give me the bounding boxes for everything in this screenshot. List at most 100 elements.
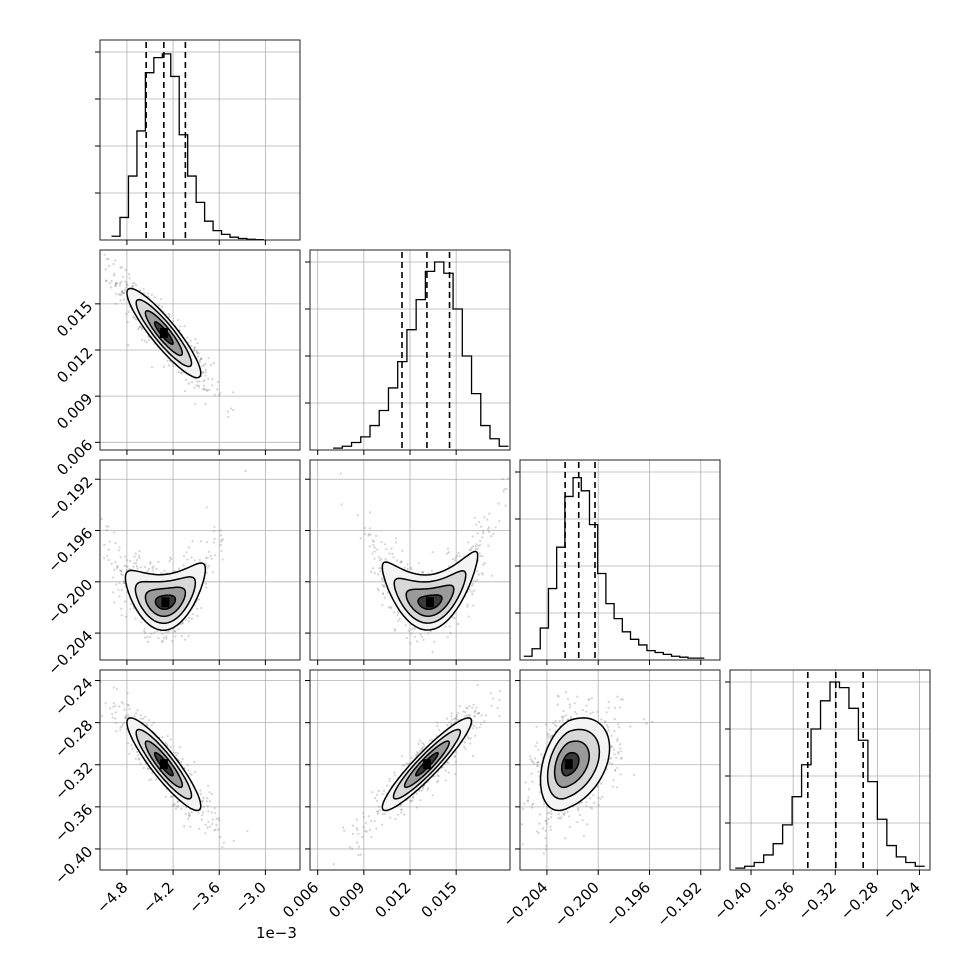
pair-1-0-point (140, 327, 143, 330)
pair-2-1-point (364, 532, 367, 535)
pair-3-2-point (549, 825, 552, 828)
pair-3-0-point (201, 814, 204, 817)
pair-3-0-point (166, 735, 169, 738)
pair-1-0-point (183, 389, 187, 393)
pair-3-0-point (188, 814, 191, 817)
pair-3-1-point (374, 797, 377, 800)
pair-3-0-point (128, 752, 131, 755)
pair-3-0-point (146, 768, 149, 771)
pair-3-1-point (450, 722, 453, 725)
pair-2-0-point (205, 506, 208, 509)
pair-1-0-point (183, 325, 186, 328)
pair-3-2-point (569, 715, 573, 718)
pair-3-0-point (137, 758, 140, 761)
pair-3-1-point (436, 781, 439, 784)
y-tick-label-3-4: −0.24 (51, 674, 96, 719)
pair-3-0-point (207, 820, 210, 823)
pair-2-0-point (205, 564, 208, 567)
hist-2-frame (519, 459, 721, 661)
pair-2-1-point (395, 537, 398, 540)
pair-3-0-point (136, 754, 140, 757)
pair-3-0-point (109, 707, 112, 710)
pair-1-0-point (115, 281, 118, 284)
pair-2-0-point (206, 556, 209, 559)
pair-3-0-point (206, 805, 209, 808)
pair-2-1-point (466, 605, 469, 608)
y-tick-label-3-0: −0.40 (51, 843, 96, 888)
x-tick-label-2-3: −0.192 (653, 878, 705, 930)
pair-3-0-point (199, 789, 202, 792)
pair-3-0-point (183, 825, 186, 828)
pair-3-1-point (371, 791, 374, 794)
pair-2-1-point (363, 526, 366, 530)
pair-3-0-point (211, 818, 214, 821)
pair-3-2-point (534, 745, 537, 748)
pair-2-1-point (502, 490, 505, 493)
pair-2-1-point (487, 544, 490, 547)
pair-1-0-point (116, 282, 119, 285)
pair-3-2-point (568, 815, 571, 818)
pair-3-0-point (122, 702, 125, 705)
pair-3-2-point (599, 797, 602, 800)
pair-3-2-point (616, 766, 619, 770)
pair-3-1-point (458, 705, 461, 708)
pair-3-1-point (373, 820, 376, 823)
pair-1-0-point (206, 389, 209, 392)
pair-2-0-point (153, 631, 156, 634)
pair-2-0-point (107, 558, 110, 562)
pair-3-2-point (532, 802, 535, 805)
pair-2-0-point (187, 616, 191, 619)
pair-3-2-content (520, 670, 720, 870)
pair-3-2-point (527, 788, 531, 791)
pair-3-2-contour-0 (539, 717, 611, 812)
pair-1-0-point (195, 384, 198, 387)
pair-3-2-point (592, 711, 595, 714)
pair-1-0-point (177, 371, 180, 374)
pair-3-2-point (559, 817, 562, 820)
x-tick-label-1-3: 0.015 (418, 878, 461, 921)
pair-3-1-point (472, 703, 475, 706)
pair-3-1-peak (422, 759, 431, 770)
pair-3-2-point (576, 821, 579, 824)
pair-1-0-point (105, 279, 108, 282)
pair-3-0-point (144, 715, 147, 718)
pair-3-0-point (150, 724, 153, 727)
pair-3-2-point (585, 710, 588, 713)
pair-2-1-point (477, 544, 480, 547)
y-tick-label-1-3: 0.015 (53, 297, 96, 340)
pair-2-1-point (373, 546, 376, 549)
pair-2-1-point (397, 619, 400, 622)
pair-2-0-point (105, 528, 108, 531)
pair-2-1-contour-1 (393, 570, 467, 624)
pair-2-1-point (446, 547, 450, 550)
pair-3-1-point (348, 846, 351, 849)
pair-3-0-point (173, 804, 176, 807)
hist-0-frame (99, 39, 301, 241)
pair-3-0-point (152, 721, 155, 724)
pair-2-1-point (380, 557, 383, 560)
pair-3-2-point (557, 813, 560, 816)
pair-3-2-point (520, 823, 524, 826)
pair-3-1-point (409, 799, 412, 802)
pair-2-1-point (387, 605, 390, 609)
pair-1-0-point (212, 362, 215, 365)
pair-3-0-point (207, 810, 210, 813)
pair-2-1-point (414, 627, 417, 630)
pair-2-0-point (221, 558, 224, 561)
pair-3-2-point (574, 710, 577, 714)
pair-3-1-point (393, 771, 396, 774)
panels-layer (95, 39, 931, 871)
pair-2-0-point (174, 630, 177, 633)
pair-3-0-point (213, 807, 216, 810)
pair-1-0-point (128, 277, 131, 280)
pair-3-2-point (538, 791, 541, 794)
pair-3-0-point (139, 714, 142, 717)
pair-3-2-point (614, 769, 617, 772)
pair-3-2-point (523, 802, 526, 805)
pair-3-1-point (455, 718, 458, 721)
pair-3-1-point (467, 714, 470, 717)
pair-3-1-point (365, 821, 368, 825)
pair-1-0-point (123, 289, 127, 292)
pair-3-2-point (562, 812, 565, 816)
pair-3-2-point (576, 695, 579, 698)
